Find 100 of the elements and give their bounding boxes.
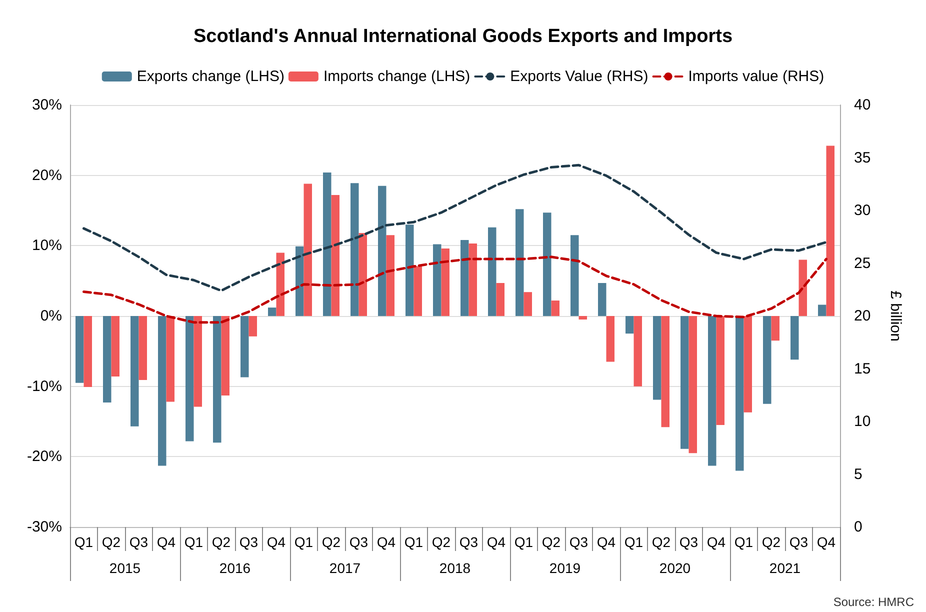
bar	[798, 260, 807, 316]
bar	[103, 316, 112, 403]
y-tick-label: 10%	[32, 237, 62, 254]
bar	[680, 316, 689, 449]
x-tick-label: Q2	[212, 534, 231, 550]
x-tick-label: Q3	[789, 534, 808, 550]
bar	[248, 316, 257, 336]
bar	[406, 224, 414, 316]
bar	[736, 316, 744, 471]
y-tick-label: 20%	[32, 166, 62, 184]
x-tick-label: Q3	[349, 534, 368, 550]
bar	[111, 316, 120, 376]
x-tick-label: Q2	[762, 534, 781, 550]
bar	[744, 316, 752, 412]
bar	[386, 235, 394, 316]
bar	[543, 212, 552, 316]
bar	[296, 246, 304, 316]
x-tick-label: Q4	[706, 534, 726, 550]
bar	[606, 316, 614, 362]
legend-label: Imports change (LHS)	[323, 68, 470, 85]
bar	[460, 240, 469, 316]
x-tick-label: Q1	[514, 534, 534, 550]
bar	[414, 266, 422, 316]
text: 2020	[659, 560, 691, 576]
bar	[76, 316, 84, 383]
legend-label: Exports Value (RHS)	[510, 68, 648, 85]
bar	[240, 316, 249, 378]
bar	[516, 209, 524, 316]
text: 2019	[549, 560, 581, 576]
x-tick-label: Q2	[652, 534, 671, 550]
bar	[570, 235, 579, 316]
bar	[626, 316, 634, 334]
y2-tick-label: 40	[854, 96, 871, 114]
bar	[763, 316, 772, 404]
x-tick-label: Q3	[239, 534, 258, 550]
x-tick-label: Q1	[184, 534, 204, 550]
bar	[350, 183, 359, 316]
bar	[818, 304, 826, 316]
bar	[634, 316, 642, 386]
bar	[433, 244, 442, 316]
bar	[166, 316, 174, 402]
bar	[304, 184, 312, 316]
x-tick-label: Q2	[432, 534, 451, 550]
bar	[468, 244, 477, 316]
chart-title: Scotland's Annual International Goods Exports and Imports	[193, 26, 733, 47]
y2-tick-label: 15	[854, 360, 871, 378]
legend-label: Imports value (RHS)	[688, 68, 824, 85]
x-tick-label: Q1	[404, 534, 424, 550]
bar	[441, 248, 450, 316]
y2-tick-label: 20	[854, 308, 871, 324]
y-tick-label: -20%	[26, 448, 62, 466]
bar	[771, 316, 780, 341]
bar	[158, 316, 166, 466]
line-series	[82, 164, 828, 292]
bar	[194, 316, 202, 407]
text: 2016	[219, 560, 251, 576]
y2-tick-label: 0	[854, 518, 862, 536]
y2-tick-label: 25	[854, 254, 871, 272]
bar	[331, 195, 340, 316]
bar	[578, 316, 587, 320]
x-tick-label: Q3	[569, 534, 588, 550]
bar	[323, 172, 332, 316]
x-tick-label: Q1	[734, 534, 754, 550]
text: 2015	[109, 560, 141, 576]
bar	[84, 316, 92, 388]
bar	[213, 316, 222, 443]
bar	[826, 146, 834, 316]
x-tick-label: Q4	[156, 534, 176, 550]
bar	[221, 316, 230, 396]
x-tick-label: Q2	[542, 534, 561, 550]
x-tick-label: Q4	[376, 534, 396, 550]
bar	[688, 316, 697, 454]
bar	[598, 282, 606, 316]
x-tick-label: Q4	[816, 534, 836, 550]
y2-tick-label: 30	[854, 202, 871, 219]
bar	[661, 316, 670, 428]
y2-tick-label: 5	[854, 466, 862, 483]
line-series	[82, 256, 828, 324]
y2-axis-title: £ billion	[887, 290, 904, 342]
x-tick-label: Q1	[624, 534, 644, 550]
x-tick-label: Q4	[596, 534, 616, 550]
x-tick-label: Q3	[679, 534, 698, 550]
bar	[186, 316, 194, 442]
bar	[358, 233, 367, 316]
x-tick-label: Q1	[74, 534, 94, 550]
x-tick-label: Q2	[102, 534, 121, 550]
bar	[268, 308, 276, 316]
bar	[653, 316, 662, 400]
text: 2021	[769, 560, 801, 576]
source-note: Source: HMRC	[833, 595, 914, 609]
x-tick-label: Q3	[129, 534, 148, 550]
x-tick-label: Q3	[459, 534, 478, 550]
bar	[378, 186, 386, 316]
text: 2017	[329, 560, 361, 576]
bar	[488, 227, 496, 316]
bar	[138, 316, 147, 380]
bar	[496, 282, 504, 316]
bar	[716, 316, 724, 426]
text: 2018	[439, 560, 471, 576]
y2-tick-label: 10	[854, 413, 871, 430]
